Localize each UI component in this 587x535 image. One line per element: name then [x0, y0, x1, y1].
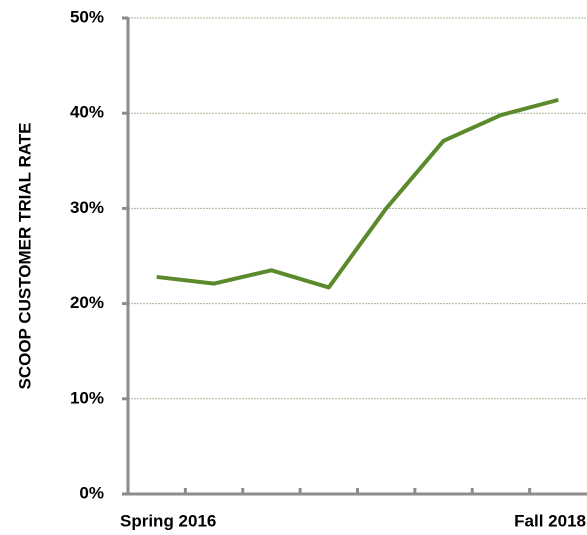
data-line	[156, 97, 559, 290]
y-tick-label: 30%	[70, 198, 104, 217]
x-tick-label: Spring 2016	[120, 511, 216, 530]
x-tick-label: Fall 2018	[514, 511, 586, 530]
y-tick-label: 0%	[79, 483, 104, 502]
y-tick-label: 20%	[70, 293, 104, 312]
y-axis-label: SCOOP CUSTOMER TRIAL RATE	[15, 123, 34, 390]
y-tick-label: 10%	[70, 388, 104, 407]
y-tick-label: 40%	[70, 103, 104, 122]
y-tick-label: 50%	[70, 7, 104, 26]
